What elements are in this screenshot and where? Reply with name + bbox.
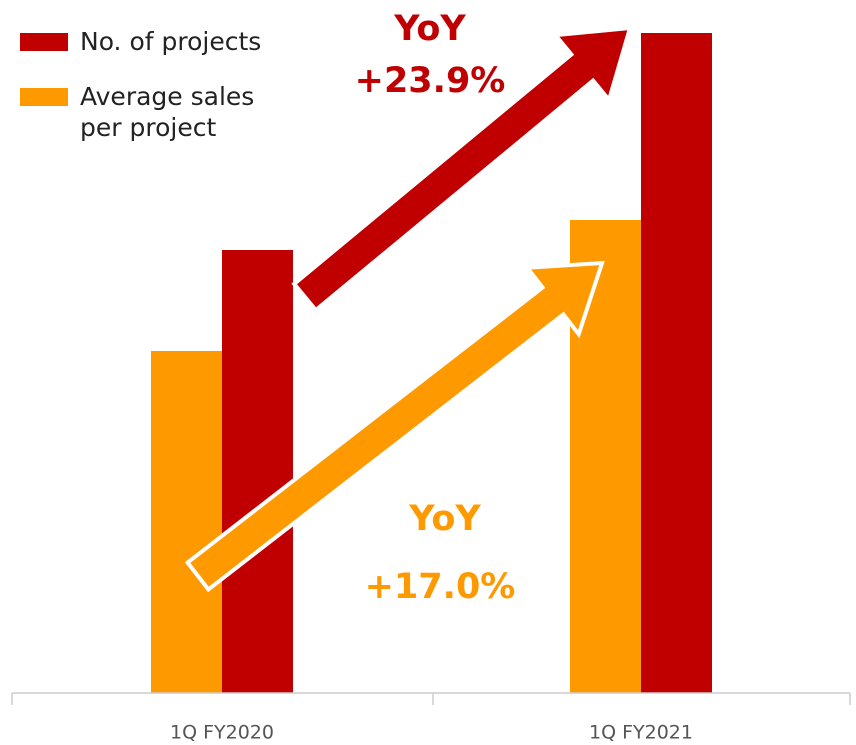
annotation: YoY [408, 499, 481, 539]
annotation: +23.9% [355, 61, 506, 101]
x-tick-label: 1Q FY2021 [589, 722, 693, 744]
bar [222, 250, 293, 693]
annotation: YoY [393, 9, 466, 49]
annotation: +17.0% [365, 567, 516, 607]
x-tick-label: 1Q FY2020 [170, 722, 274, 744]
bar [151, 351, 222, 693]
legend-label: No. of projects [80, 27, 262, 56]
legend-item: Average sales per project [20, 81, 290, 143]
legend-swatch [20, 88, 68, 106]
legend-item: No. of projects [20, 26, 290, 57]
arrow [184, 260, 605, 593]
bar [641, 33, 712, 693]
legend-label: Average sales per project [80, 82, 255, 142]
legend-swatch [20, 33, 68, 51]
arrow [291, 25, 633, 313]
